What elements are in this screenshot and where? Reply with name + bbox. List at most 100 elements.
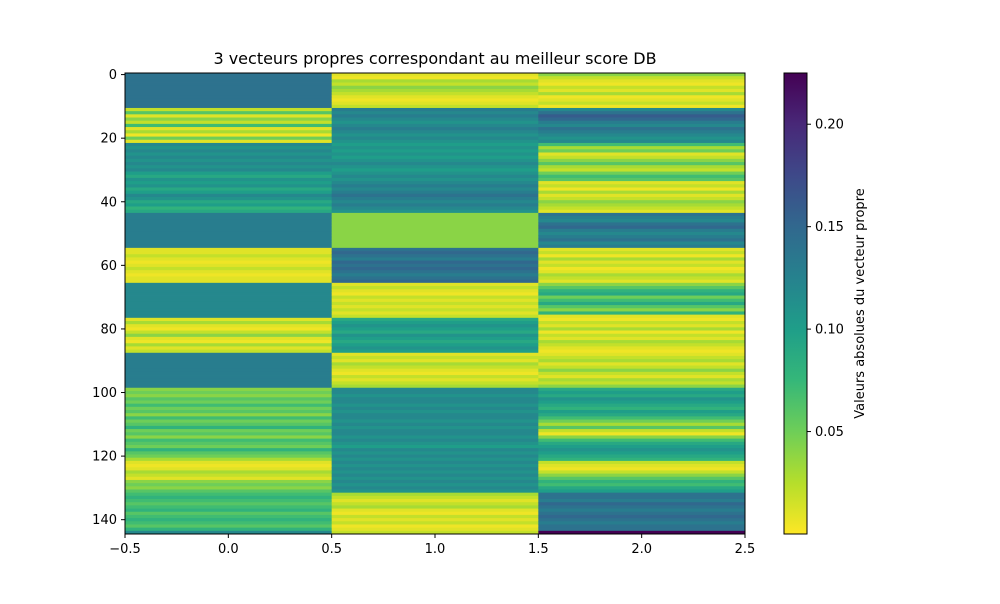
heatmap-cell xyxy=(538,438,746,443)
heatmap-cell xyxy=(538,340,746,344)
heatmap-cell xyxy=(538,92,746,96)
heatmap-cell xyxy=(331,219,539,223)
x-axis: −0.5 0.0 0.5 1.0 1.5 2.0 2.5 xyxy=(109,534,755,557)
heatmap-cell xyxy=(125,378,333,382)
heatmap-cell xyxy=(331,438,539,443)
heatmap-cell xyxy=(125,241,333,246)
colorbar-tick-label: 0.20 xyxy=(815,118,844,133)
heatmap-cell xyxy=(331,104,539,109)
heatmap-cell xyxy=(331,181,539,185)
heatmap-cell xyxy=(331,92,539,96)
heatmap-cell xyxy=(538,457,746,462)
heatmap-cell xyxy=(125,413,333,417)
chart-title: 3 vecteurs propres correspondant au meil… xyxy=(213,49,656,68)
x-tick-label: 2.0 xyxy=(631,542,652,557)
heatmap-cell xyxy=(331,470,539,474)
heatmap-cell xyxy=(125,136,333,141)
heatmap-cell xyxy=(125,238,333,242)
heatmap-cell xyxy=(125,114,333,118)
heatmap-cell xyxy=(331,270,539,274)
heatmap-cell xyxy=(538,470,746,474)
heatmap-cell xyxy=(538,435,746,440)
heatmap-cell xyxy=(125,486,333,490)
heatmap-cell xyxy=(538,527,746,532)
heatmap-cell xyxy=(538,206,746,211)
heatmap-cell xyxy=(538,142,746,147)
heatmap-cell xyxy=(125,162,333,166)
heatmap-cell xyxy=(125,146,333,150)
heatmap-cell xyxy=(538,400,746,405)
heatmap-cell xyxy=(331,193,539,198)
heatmap-cell xyxy=(538,184,746,188)
heatmap-cell xyxy=(538,158,746,163)
heatmap-cell xyxy=(331,184,539,188)
heatmap-cell xyxy=(125,524,333,529)
heatmap-cell xyxy=(125,228,333,233)
heatmap-cell xyxy=(125,311,333,316)
heatmap-cell xyxy=(125,111,333,115)
heatmap-cell xyxy=(538,168,746,172)
heatmap-cell xyxy=(125,340,333,344)
heatmap-cell xyxy=(331,174,539,179)
heatmap-cell xyxy=(125,200,333,204)
heatmap-cell xyxy=(331,352,539,357)
heatmap-cell xyxy=(125,457,333,462)
heatmap-cell xyxy=(538,171,746,176)
heatmap-cell xyxy=(331,394,539,398)
heatmap-cell xyxy=(125,330,333,335)
heatmap-cell xyxy=(331,171,539,176)
heatmap-cell xyxy=(538,524,746,529)
heatmap-cell xyxy=(538,359,746,363)
heatmap-cell xyxy=(538,133,746,137)
heatmap-cell xyxy=(125,397,333,401)
heatmap-cell xyxy=(125,390,333,395)
heatmap-cell xyxy=(538,212,746,217)
heatmap-cell xyxy=(538,203,746,207)
heatmap-cell xyxy=(331,149,539,153)
heatmap-cell xyxy=(331,422,539,427)
heatmap-cell xyxy=(331,425,539,430)
heatmap-cell xyxy=(125,149,333,153)
heatmap-cell xyxy=(331,514,539,519)
heatmap-cell xyxy=(538,222,746,227)
heatmap-cell xyxy=(331,260,539,265)
heatmap-cell xyxy=(331,457,539,462)
heatmap-cell xyxy=(538,368,746,373)
heatmap-cell xyxy=(331,111,539,115)
heatmap-cell xyxy=(331,346,539,350)
heatmap-cell xyxy=(331,406,539,411)
heatmap-cell xyxy=(538,390,746,395)
heatmap-cell xyxy=(538,79,746,83)
heatmap-cell xyxy=(125,483,333,487)
heatmap-cell xyxy=(125,505,333,509)
heatmap-cell xyxy=(538,495,746,500)
heatmap-cell xyxy=(538,467,746,471)
heatmap-cell xyxy=(331,168,539,172)
heatmap-cell xyxy=(331,282,539,287)
heatmap-cell xyxy=(331,336,539,341)
heatmap-cell xyxy=(331,451,539,455)
heatmap-cell xyxy=(538,136,746,141)
heatmap-cell xyxy=(538,422,746,427)
heatmap-cell xyxy=(125,416,333,420)
heatmap-cell xyxy=(331,499,539,503)
heatmap-cell xyxy=(538,406,746,411)
heatmap-cell xyxy=(331,527,539,532)
heatmap-cell xyxy=(331,495,539,500)
heatmap-cell xyxy=(125,222,333,227)
heatmap-cell xyxy=(125,448,333,452)
heatmap-cell xyxy=(125,298,333,303)
heatmap-cell xyxy=(538,244,746,249)
heatmap-cell xyxy=(331,378,539,382)
heatmap-cell xyxy=(331,327,539,331)
heatmap-cell xyxy=(125,336,333,341)
heatmap-cell xyxy=(538,95,746,99)
heatmap-cell xyxy=(331,235,539,239)
heatmap-cell xyxy=(125,495,333,500)
heatmap-cell xyxy=(538,451,746,455)
heatmap-cell xyxy=(538,381,746,385)
colorbar-axis: 0.05 0.10 0.15 0.20 xyxy=(807,118,844,440)
heatmap-cell xyxy=(538,460,746,465)
heatmap-cell xyxy=(538,98,746,103)
